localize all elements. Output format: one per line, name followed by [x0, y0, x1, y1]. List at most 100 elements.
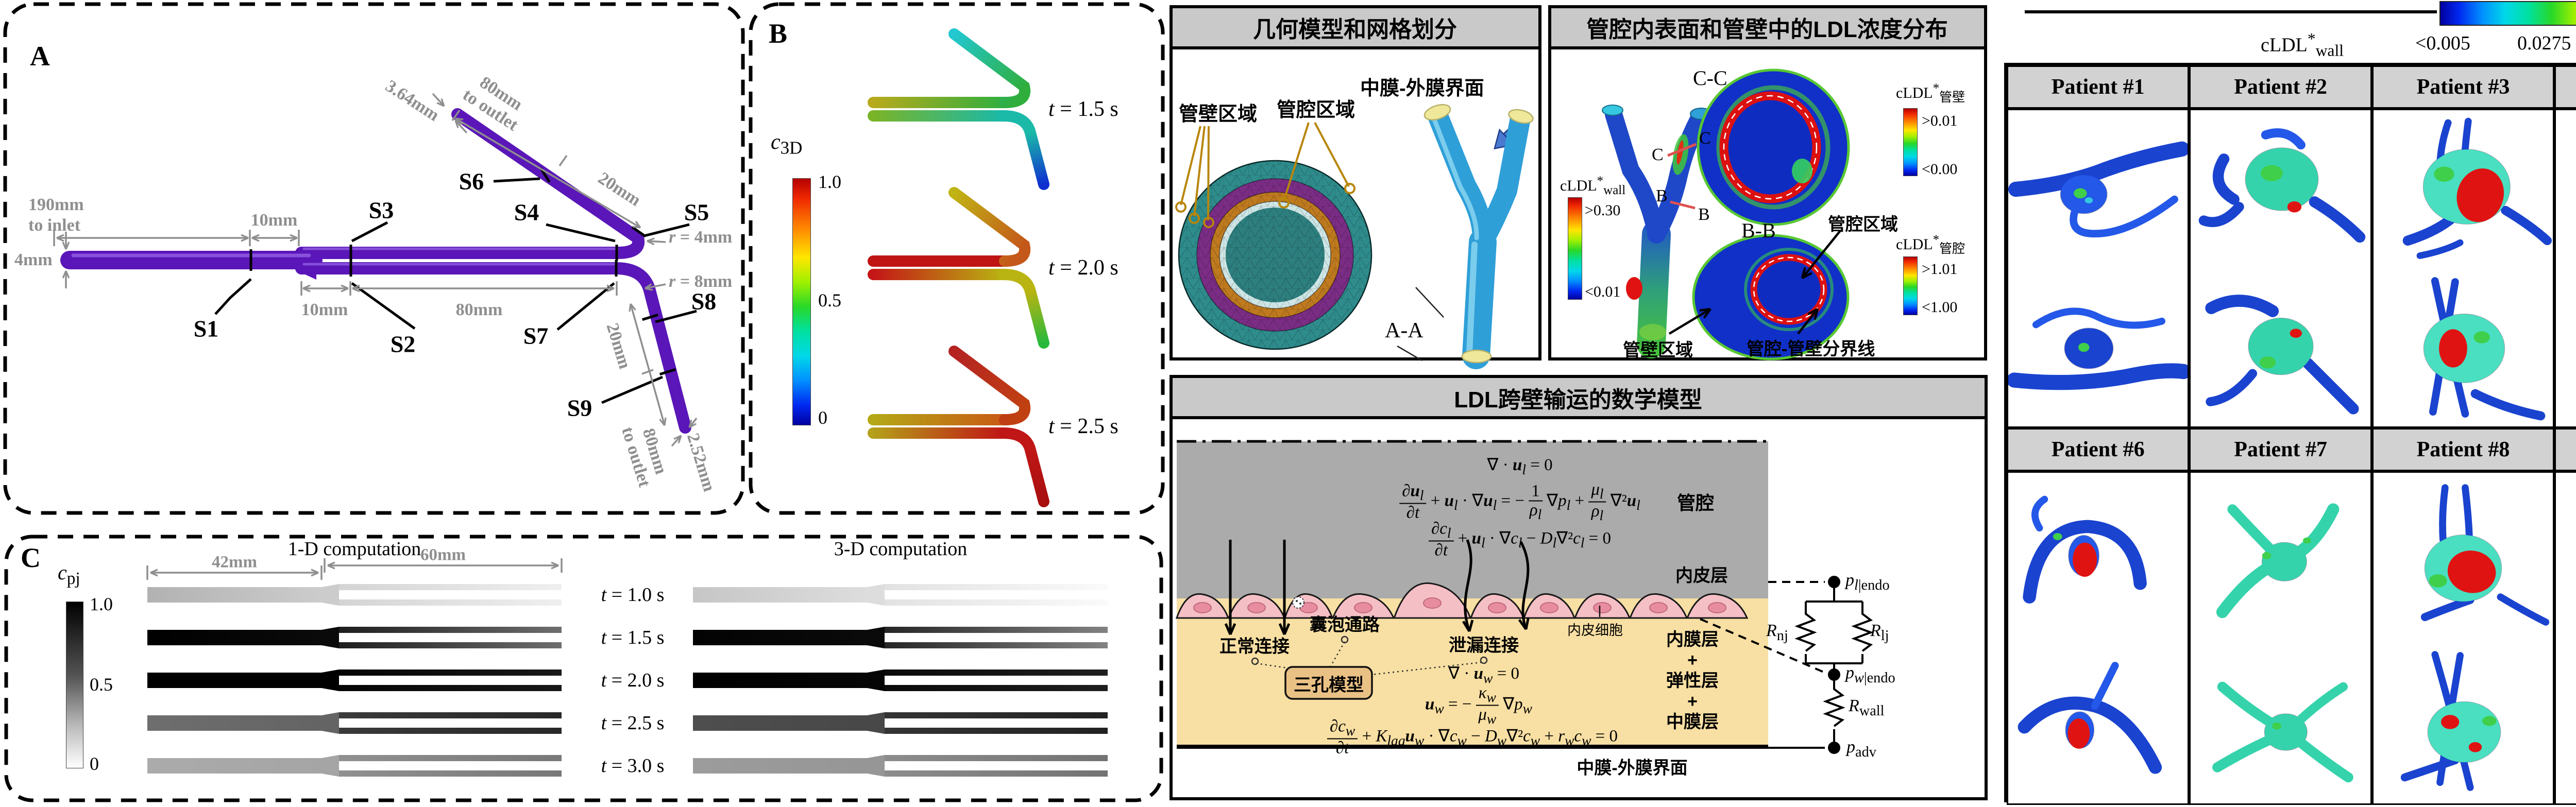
c-fork [321, 627, 339, 648]
c-trunk [147, 630, 321, 645]
patient-3-view-1 [2402, 117, 2552, 259]
patient-6-view-2 [2018, 661, 2162, 774]
arrowhead [1462, 620, 1474, 632]
b-lower-tail [998, 110, 1049, 190]
mesh-panel-graphic [1170, 5, 1541, 369]
patient-header-3: Patient #3 [2371, 65, 2555, 109]
arrowhead [56, 234, 64, 242]
arrow-line [630, 303, 666, 426]
eq-momentum-lumen: ∂ul ∂t + ul · ∇ul = − 1 ρl ∇pl + μl ρl ∇²ul [1399, 480, 1640, 524]
c-fork [321, 755, 339, 777]
patient-6-view-1 [2023, 495, 2147, 604]
lumen-label: 管腔 [1677, 492, 1715, 513]
c-tick-3: 0 [90, 753, 99, 774]
concentration-spot [2473, 331, 2490, 344]
c-row-2 [147, 627, 1108, 648]
c-dimension-arrows [146, 558, 563, 580]
station-leader-S9 [601, 375, 663, 404]
ldl-wall-bar-hi: >0.30 [1585, 202, 1621, 219]
vessel-tube [2212, 153, 2240, 205]
panel-c-graphic [4, 535, 1163, 802]
r-wall-label: Rwall [1849, 696, 1885, 719]
vesicle-dot [1296, 600, 1298, 602]
c-upper-prong [885, 584, 1108, 590]
patient-8-view-2 [2400, 650, 2501, 791]
c-fork [867, 627, 885, 648]
c-dim-42mm: 42mm [212, 553, 257, 572]
concentration-spot [2272, 722, 2281, 730]
concentration-spot [2074, 188, 2087, 199]
arrowhead [62, 242, 70, 250]
c-fork [321, 712, 339, 734]
c-lower-prong [885, 599, 1108, 606]
wall-region-label-2: 管壁区域 [1623, 340, 1693, 360]
patient-cell-3 [2371, 109, 2555, 428]
c-fork [321, 669, 339, 691]
concentration-spot [2456, 168, 2504, 222]
concentration-spot [2434, 166, 2454, 182]
cell-nucleus [1488, 602, 1506, 613]
vessel-tube [2261, 128, 2306, 150]
arrowhead [1807, 308, 1819, 320]
concentration-spot [2259, 356, 2276, 369]
endothelial-cell-label: 内皮细胞 [1567, 623, 1623, 638]
c-lower-prong [339, 685, 562, 691]
c-fork [867, 669, 885, 691]
eq-transport-lumen: ∂cl ∂t + ul · ∇cl − Dl∇²cl = 0 [1428, 520, 1611, 559]
c-trunk [147, 673, 321, 688]
station-leader-S3 [351, 221, 388, 243]
wall-region-label: 管壁区域 [1179, 104, 1258, 125]
ldl-wall-colorbar [1568, 197, 1582, 300]
arrowhead [659, 417, 667, 426]
station-label-S6: S6 [459, 168, 484, 195]
patient-header-1: Patient #1 [2007, 65, 2190, 109]
eq-transport-wall: ∂cw ∂t + Klaguw · ∇cw − Dw∇²cw + rwcw = 0 [1327, 717, 1618, 757]
ldl-wall-bar-lo: <0.01 [1585, 283, 1621, 300]
patient-2-view-1 [2198, 128, 2365, 243]
dimension-arrows [53, 93, 698, 447]
arrowhead [436, 98, 445, 107]
concentration-spot [2053, 533, 2062, 540]
concentration-spot [2429, 574, 2447, 588]
patient-cell-6 [2007, 471, 2190, 805]
concentration-spot [2084, 197, 2093, 203]
patient-7-view-2 [2212, 681, 2353, 782]
arrowhead [454, 119, 463, 128]
c-dim-60mm: 60mm [420, 545, 466, 564]
p-adv-label: padv [1846, 737, 1876, 760]
vessel-tube [2032, 307, 2166, 329]
wall-layers-label: 内膜层 + 弹性层 + 中膜层 [1666, 630, 1719, 732]
arrowhead [290, 234, 298, 242]
vessel-upper-branch [295, 108, 645, 259]
b-tick-3: 0 [818, 407, 827, 428]
bb-bar-hi: >1.01 [1922, 261, 1958, 278]
c-time-label-5: t = 3.0 s [601, 755, 665, 777]
c-col1-title: 1-D computation [287, 538, 421, 560]
c-tick-2: 0.5 [90, 674, 113, 695]
cell-nucleus [1247, 602, 1266, 613]
cell-nucleus [1593, 602, 1612, 613]
ldl-panel-titlebar-bg [1548, 5, 1987, 49]
arrow-line [671, 435, 682, 447]
c-lower-prong [885, 642, 1108, 648]
station-label-S4: S4 [514, 199, 539, 226]
b-lower-tail [998, 427, 1049, 507]
interface-line-label: 管腔-管壁分界线 [1747, 339, 1875, 359]
vessel-lower-branch [295, 262, 691, 434]
patient-cell-7 [2189, 471, 2372, 805]
arrowhead [241, 234, 249, 242]
leaky-arrow-1 [1464, 539, 1472, 632]
aneurysm-blob-top [2245, 148, 2318, 211]
b-lower-tail [998, 269, 1049, 349]
station-tick-S8 [641, 313, 659, 321]
vesicle-pathway-label: 囊泡通路 [1310, 615, 1380, 635]
b-upper-diagonal [948, 187, 1031, 267]
c-row-5 [147, 755, 1108, 777]
arrowhead [341, 284, 349, 293]
c-col2-title: 3-D computation [834, 538, 968, 560]
station-tick-S5 [631, 226, 647, 238]
p-l-endo-label: pl|endo [1845, 571, 1890, 593]
c-upper-prong [885, 669, 1108, 676]
dim-r4mm: r = 4mm [669, 228, 733, 247]
vessel-tube [2008, 141, 2188, 197]
